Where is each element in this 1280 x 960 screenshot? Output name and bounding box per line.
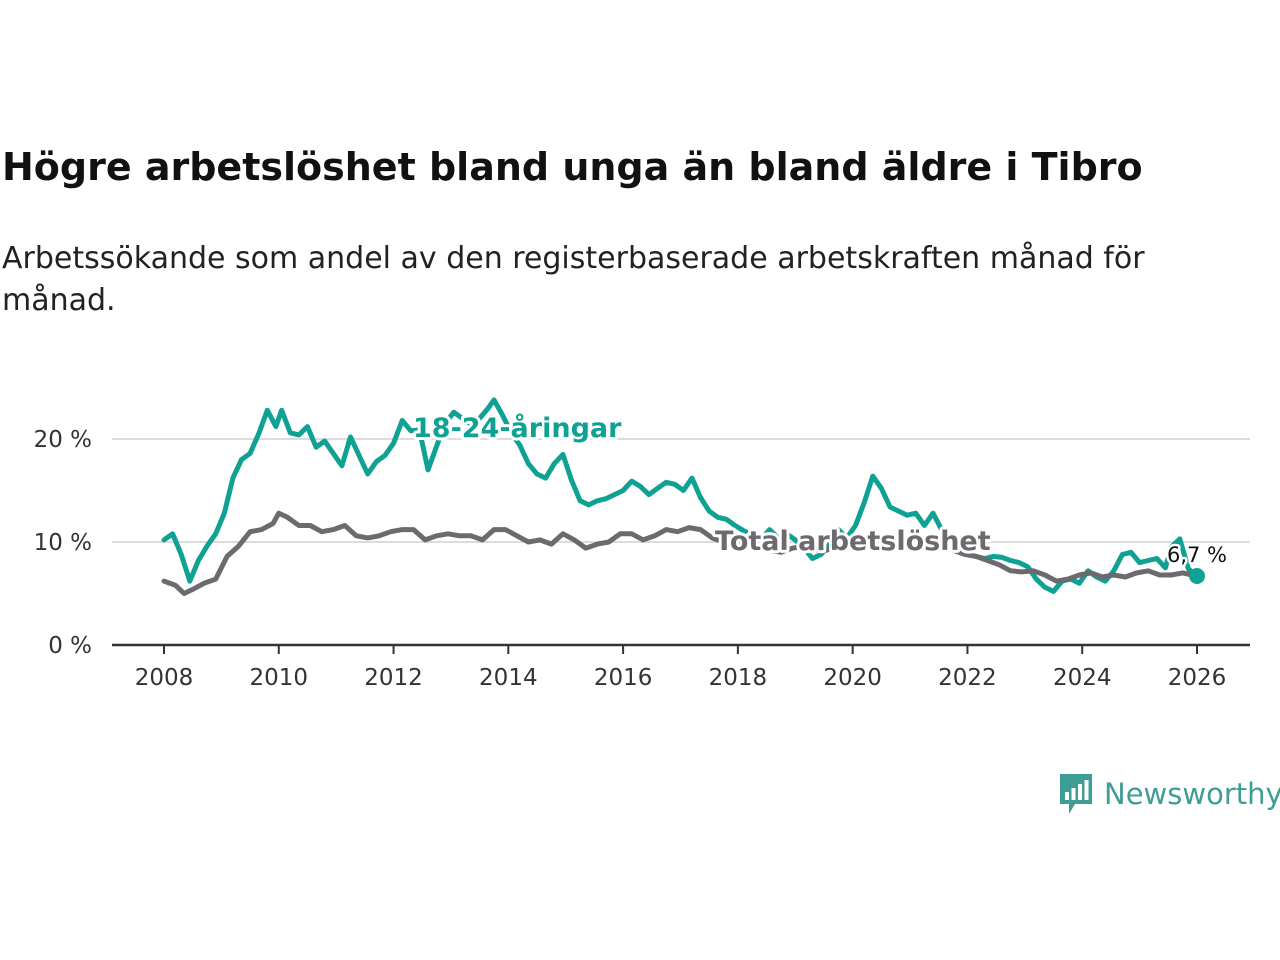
x-tick-label: 2020	[823, 665, 882, 691]
newsworthy-logo: Newsworthy	[1058, 772, 1280, 816]
x-tick-label: 2026	[1168, 665, 1227, 691]
series-line-youth	[161, 397, 1200, 594]
series-line-total	[161, 510, 1200, 596]
x-tick-label: 2012	[364, 665, 423, 691]
x-tick-label: 2010	[250, 665, 309, 691]
end-point-marker	[1189, 567, 1205, 584]
series-label-youth: 18-24-åringar	[413, 412, 622, 444]
axes: 0 % 10 % 20 % 2008 2010 2012 2014 2016 2018 2020 2…	[34, 427, 1250, 691]
x-tick-label: 2014	[479, 665, 538, 691]
logo-text: Newsworthy	[1104, 777, 1280, 811]
end-value-label: 6,7 %	[1167, 543, 1227, 567]
x-tick-label: 2016	[594, 665, 653, 691]
chart-title: Högre arbetslöshet bland unga än bland ä…	[2, 145, 1143, 189]
y-tick-label: 20 %	[34, 427, 92, 453]
series-label-total: Total arbetslöshet	[715, 526, 991, 557]
x-tick-label: 2024	[1053, 665, 1112, 691]
x-tick-label: 2018	[709, 665, 768, 691]
series-lines	[161, 397, 1200, 596]
x-tick-label: 2008	[135, 665, 194, 691]
y-tick-label: 0 %	[48, 633, 92, 659]
line-chart: 0 % 10 % 20 % 2008 2010 2012 2014 2016 2018 2020 2…	[34, 397, 1250, 691]
labels: 18-24-åringar Total arbetslöshet 6,7 %	[410, 409, 1230, 584]
gridlines	[112, 438, 1250, 543]
y-tick-label: 10 %	[34, 530, 92, 556]
x-tick-label: 2022	[938, 665, 997, 691]
chart-subtitle: Arbetssökande som andel av den registerb…	[2, 241, 1145, 318]
bar-chart-speech-bubble-icon	[1060, 774, 1092, 814]
